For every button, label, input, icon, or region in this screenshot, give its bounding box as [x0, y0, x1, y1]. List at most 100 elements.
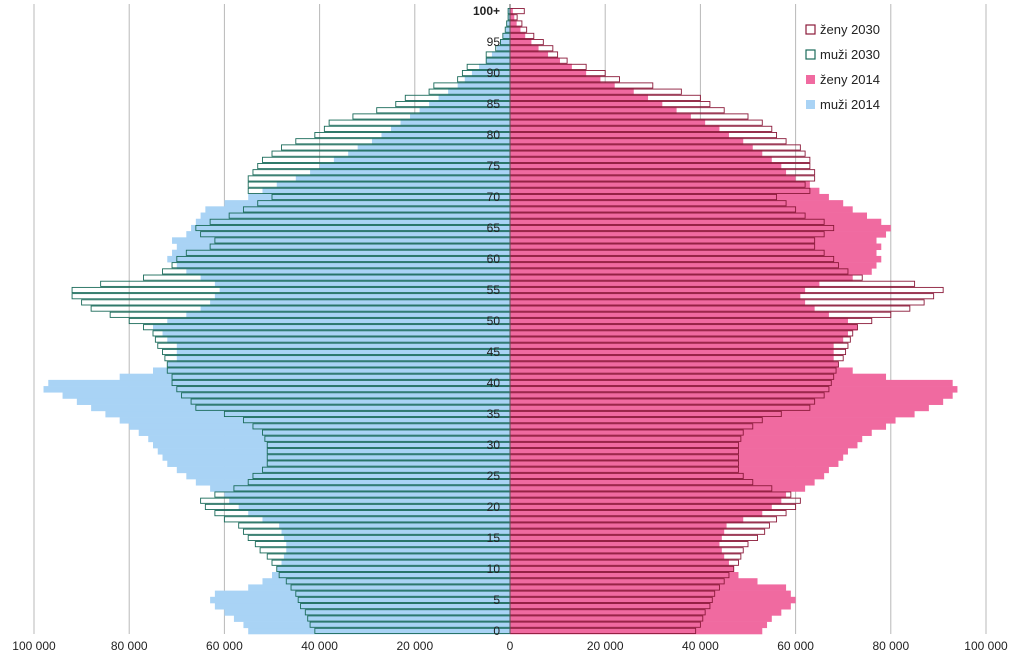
bar-muzi-2014-age-0 — [248, 627, 510, 635]
bar-muzi-2014-age-85 — [429, 100, 510, 108]
bar-zeny-2014-age-5 — [510, 596, 796, 604]
bars-2014-layer — [43, 8, 958, 635]
bar-muzi-2014-age-35 — [105, 410, 511, 418]
bar-zeny-2014-age-29 — [510, 448, 848, 455]
bar-zeny-2014-age-53 — [510, 299, 806, 306]
bar-zeny-2014-age-100 — [510, 8, 513, 15]
bar-muzi-2014-age-57 — [200, 274, 510, 282]
age-tick-label-3: 15 — [487, 531, 501, 545]
bar-zeny-2014-age-46 — [510, 342, 834, 350]
bar-muzi-2014-age-31 — [148, 435, 511, 443]
bar-zeny-2014-age-32 — [510, 429, 872, 436]
bar-muzi-2014-age-62 — [176, 243, 511, 251]
bar-muzi-2014-age-43 — [167, 361, 510, 368]
bar-muzi-2014-age-56 — [214, 280, 510, 288]
legend-swatch-f2030 — [805, 24, 816, 35]
x-tick-label-7: 40 000 — [682, 639, 719, 653]
bar-zeny-2014-age-31 — [510, 435, 863, 443]
bar-muzi-2014-age-59 — [176, 262, 511, 269]
x-tick-label-5: 0 — [507, 639, 514, 653]
bar-muzi-2014-age-13 — [286, 547, 510, 554]
age-tick-label-9: 45 — [487, 345, 501, 359]
age-tick-label-1: 5 — [493, 593, 500, 607]
bar-zeny-2014-age-99 — [510, 14, 515, 21]
bar-zeny-2014-age-8 — [510, 578, 758, 585]
bar-zeny-2014-age-60 — [510, 255, 882, 263]
bar-muzi-2014-age-86 — [438, 94, 510, 102]
bar-muzi-2014-age-30 — [153, 441, 510, 449]
bar-muzi-2014-age-81 — [391, 125, 510, 133]
bar-zeny-2014-age-36 — [510, 404, 929, 412]
legend-label-m2014: muži 2014 — [820, 97, 880, 112]
bar-muzi-2014-age-26 — [176, 466, 511, 474]
bar-zeny-2014-age-4 — [510, 603, 791, 610]
bar-zeny-2014-age-41 — [510, 373, 887, 381]
bar-muzi-2014-age-70 — [248, 193, 510, 201]
bar-muzi-2014-age-14 — [286, 541, 510, 548]
bar-zeny-2014-age-14 — [510, 541, 720, 548]
age-tick-label-2: 10 — [487, 562, 501, 576]
bar-zeny-2014-age-40 — [510, 379, 953, 387]
bar-muzi-2014-age-22 — [224, 491, 510, 498]
legend-item-f2014: ženy 2014 — [806, 72, 880, 87]
bar-zeny-2014-age-30 — [510, 441, 858, 449]
bar-zeny-2014-age-19 — [510, 510, 763, 517]
bar-zeny-2014-age-98 — [510, 20, 517, 27]
age-tick-label-14: 70 — [487, 190, 501, 204]
bar-zeny-2014-age-23 — [510, 485, 806, 492]
x-tick-label-4: 20 000 — [396, 639, 433, 653]
bar-muzi-2014-age-58 — [186, 268, 510, 275]
bar-zeny-2014-age-87 — [510, 88, 634, 96]
bar-zeny-2014-age-50 — [510, 317, 848, 325]
bar-muzi-2014-age-61 — [172, 249, 511, 257]
age-tick-label-17: 85 — [487, 97, 501, 111]
bar-muzi-2014-age-21 — [229, 497, 510, 505]
bar-zeny-2014-age-79 — [510, 138, 744, 145]
bar-zeny-2014-age-67 — [510, 212, 867, 220]
bar-muzi-2014-age-82 — [400, 119, 510, 127]
bar-muzi-2014-age-42 — [153, 367, 510, 374]
bar-zeny-2014-age-17 — [510, 522, 727, 529]
bar-muzi-2014-age-65 — [191, 224, 510, 232]
bar-zeny-2014-age-26 — [510, 466, 829, 474]
bar-zeny-2014-age-85 — [510, 100, 663, 108]
bar-zeny-2014-age-80 — [510, 131, 729, 139]
bar-muzi-2014-age-19 — [248, 510, 510, 517]
bar-zeny-2014-age-44 — [510, 355, 834, 362]
x-tick-label-6: 20 000 — [587, 639, 624, 653]
bar-zeny-2014-age-75 — [510, 162, 782, 170]
bar-zeny-2014-age-52 — [510, 305, 815, 313]
bar-zeny-2014-age-11 — [510, 559, 729, 567]
bar-zeny-2014-age-3 — [510, 609, 782, 616]
bar-muzi-2014-age-52 — [200, 305, 510, 313]
bar-muzi-2014-age-76 — [333, 156, 510, 164]
bar-zeny-2014-age-62 — [510, 243, 882, 251]
bar-zeny-2014-age-39 — [510, 386, 958, 393]
bar-muzi-2014-age-12 — [283, 553, 510, 560]
bar-zeny-2014-age-77 — [510, 150, 763, 158]
bar-muzi-2014-age-18 — [262, 516, 510, 523]
bar-zeny-2014-age-64 — [510, 231, 887, 238]
bar-zeny-2014-age-18 — [510, 516, 744, 523]
bar-muzi-2014-age-33 — [129, 423, 510, 430]
age-tick-label-13: 65 — [487, 221, 501, 235]
bar-muzi-2014-age-51 — [186, 311, 510, 319]
bar-zeny-2014-age-15 — [510, 534, 722, 542]
bar-zeny-2014-age-21 — [510, 497, 782, 505]
bar-muzi-2014-age-40 — [48, 379, 510, 387]
bar-muzi-2014-age-91 — [479, 63, 510, 71]
x-tick-label-1: 80 000 — [111, 639, 148, 653]
bar-muzi-2014-age-84 — [419, 107, 510, 114]
bar-zeny-2014-age-61 — [510, 249, 877, 257]
bar-zeny-2014-age-1 — [510, 621, 768, 629]
bar-muzi-2014-age-74 — [310, 169, 510, 176]
bar-zeny-2014-age-48 — [510, 330, 848, 337]
bar-muzi-2014-age-99 — [508, 14, 510, 21]
bar-zeny-2014-age-49 — [510, 324, 858, 331]
bar-zeny-2014-age-73 — [510, 175, 796, 182]
x-tick-label-8: 60 000 — [777, 639, 814, 653]
bar-muzi-2014-age-28 — [162, 454, 510, 461]
bar-muzi-2014-age-67 — [200, 212, 510, 220]
